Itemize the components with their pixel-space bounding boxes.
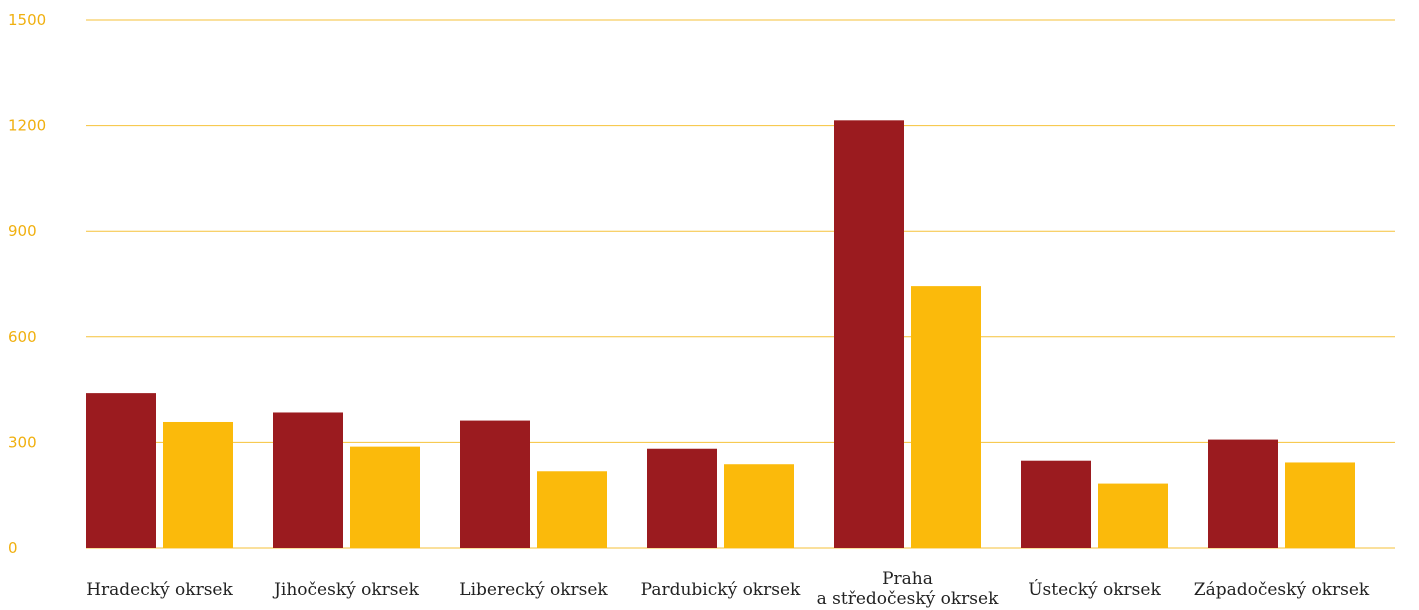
y-tick-label: 1200: [8, 117, 46, 135]
bar: [1285, 462, 1355, 548]
y-tick-label: 300: [8, 433, 37, 451]
x-tick-label: Západočeský okrsek: [1194, 580, 1370, 600]
x-tick-label: Ústecký okrsek: [1028, 579, 1161, 600]
bar: [350, 446, 420, 548]
bar: [460, 420, 530, 548]
x-tick-label: Praha: [882, 569, 933, 589]
y-tick-label: 900: [8, 222, 37, 240]
bar: [163, 421, 233, 548]
bar: [1098, 483, 1168, 548]
bar: [1021, 460, 1091, 548]
bar: [86, 393, 156, 548]
x-tick-label: a středočeský okrsek: [817, 589, 999, 609]
bar: [724, 464, 794, 548]
bar: [1208, 439, 1278, 548]
bar: [834, 120, 904, 548]
x-tick-label: Hradecký okrsek: [86, 580, 233, 600]
y-tick-label: 0: [8, 539, 18, 557]
bar: [911, 286, 981, 548]
bar: [273, 412, 343, 548]
bar: [647, 448, 717, 548]
y-tick-label: 600: [8, 328, 37, 346]
x-tick-label: Pardubický okrsek: [641, 580, 801, 600]
y-tick-label: 1500: [8, 11, 46, 29]
x-tick-label: Liberecký okrsek: [459, 580, 608, 600]
bar: [537, 471, 607, 548]
x-tick-label: Jihočeský okrsek: [272, 580, 419, 600]
